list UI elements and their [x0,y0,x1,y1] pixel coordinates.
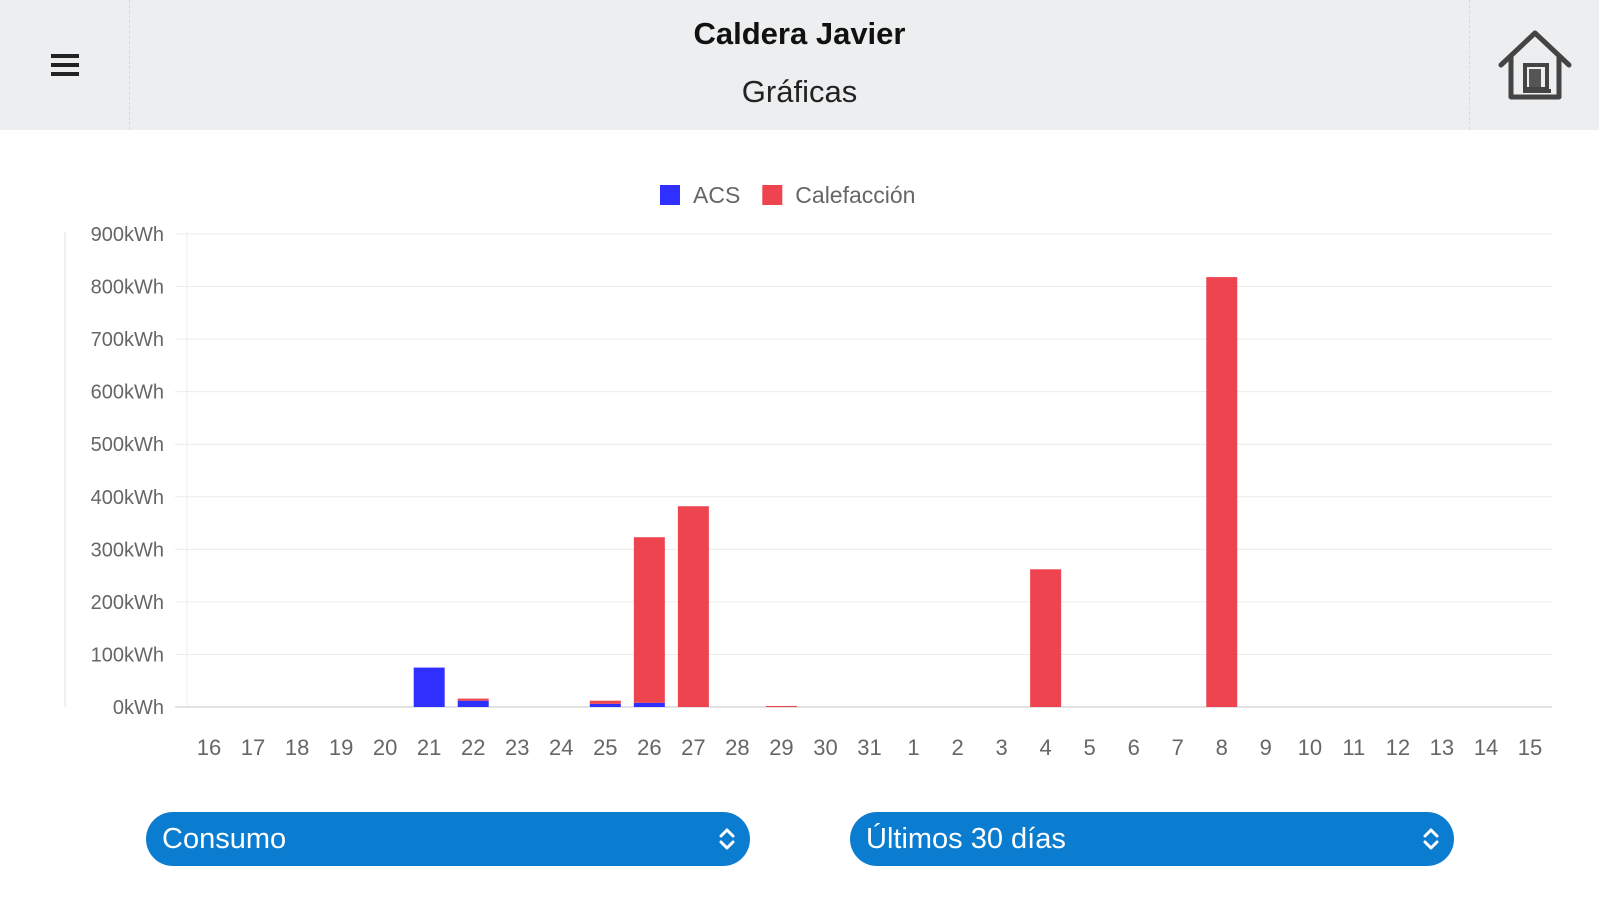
y-tick-label: 500kWh [91,434,164,456]
menu-button[interactable] [0,0,130,130]
consumption-chart: 0kWh 100kWh 200kWh 300kWh 400kWh 500kWh 600kWh… [64,182,1552,760]
bar-acs [413,667,445,707]
x-tick-label: 31 [857,735,881,760]
x-tick-label: 4 [1040,735,1052,760]
y-tick-label: 300kWh [91,539,164,561]
top-bar: Caldera Javier Gráficas [0,0,1599,130]
x-tick-label: 21 [417,735,441,760]
period-select-value: Últimos 30 días [866,822,1066,855]
select-chevron-icon [1423,828,1439,850]
bar-acs [633,702,665,707]
y-tick-label: 800kWh [91,277,164,299]
header-titles: Caldera Javier Gráficas [130,0,1469,130]
bar-calefacción [677,506,709,707]
page-title: Caldera Javier [693,16,906,51]
x-tick-label: 27 [681,735,705,760]
x-tick-label: 25 [593,735,617,760]
home-button[interactable] [1469,0,1599,130]
metric-select[interactable]: Consumo [146,812,750,866]
x-tick-label: 18 [285,735,309,760]
x-tick-label: 15 [1518,735,1542,760]
y-tick-label: 100kWh [91,644,164,666]
bar-calefacción [1030,569,1062,707]
x-tick-label: 29 [769,735,793,760]
y-tick-label: 900kWh [91,224,164,246]
page-subtitle: Gráficas [741,74,858,109]
hamburger-menu-icon [50,54,79,76]
x-tick-label: 12 [1386,735,1410,760]
x-tick-label: 11 [1342,735,1365,760]
x-tick-label: 2 [951,735,963,760]
legend-swatch [762,185,783,205]
x-tick-label: 17 [241,735,265,760]
x-tick-label: 23 [505,735,529,760]
legend-label: ACS [693,182,740,208]
x-tick-label: 20 [373,735,397,760]
x-tick-label: 9 [1260,735,1272,760]
bar-acs [589,703,621,707]
y-tick-label: 200kWh [91,592,164,614]
y-tick-label: 0kWh [113,697,164,719]
bar-calefacción [765,705,797,707]
bar-calefacción [589,700,621,704]
bar-calefacción [457,698,489,701]
metric-select-value: Consumo [162,822,287,855]
bar-acs [457,700,489,707]
x-tick-label: 19 [329,735,353,760]
x-tick-label: 26 [637,735,661,760]
bar-calefacción [633,537,665,703]
y-tick-label: 700kWh [91,329,164,351]
x-tick-label: 13 [1430,735,1454,760]
legend-label: Calefacción [795,182,915,208]
x-tick-label: 14 [1474,735,1498,760]
x-tick-label: 8 [1216,735,1228,760]
y-tick-label: 600kWh [91,382,164,404]
x-tick-label: 30 [813,735,837,760]
x-tick-label: 1 [907,735,919,760]
x-tick-label: 5 [1084,735,1096,760]
x-tick-label: 6 [1128,735,1140,760]
home-icon [1498,30,1571,100]
legend-swatch [660,185,680,205]
bar-calefacción [1206,277,1238,707]
x-tick-label: 28 [725,735,749,760]
x-tick-label: 7 [1172,735,1184,760]
x-tick-label: 22 [461,735,485,760]
x-tick-label: 24 [549,735,573,760]
x-tick-label: 3 [995,735,1007,760]
x-tick-label: 16 [197,735,221,760]
x-tick-label: 10 [1298,735,1322,760]
select-chevron-icon [719,828,735,850]
y-tick-label: 400kWh [91,487,164,509]
period-select[interactable]: Últimos 30 días [850,812,1454,866]
